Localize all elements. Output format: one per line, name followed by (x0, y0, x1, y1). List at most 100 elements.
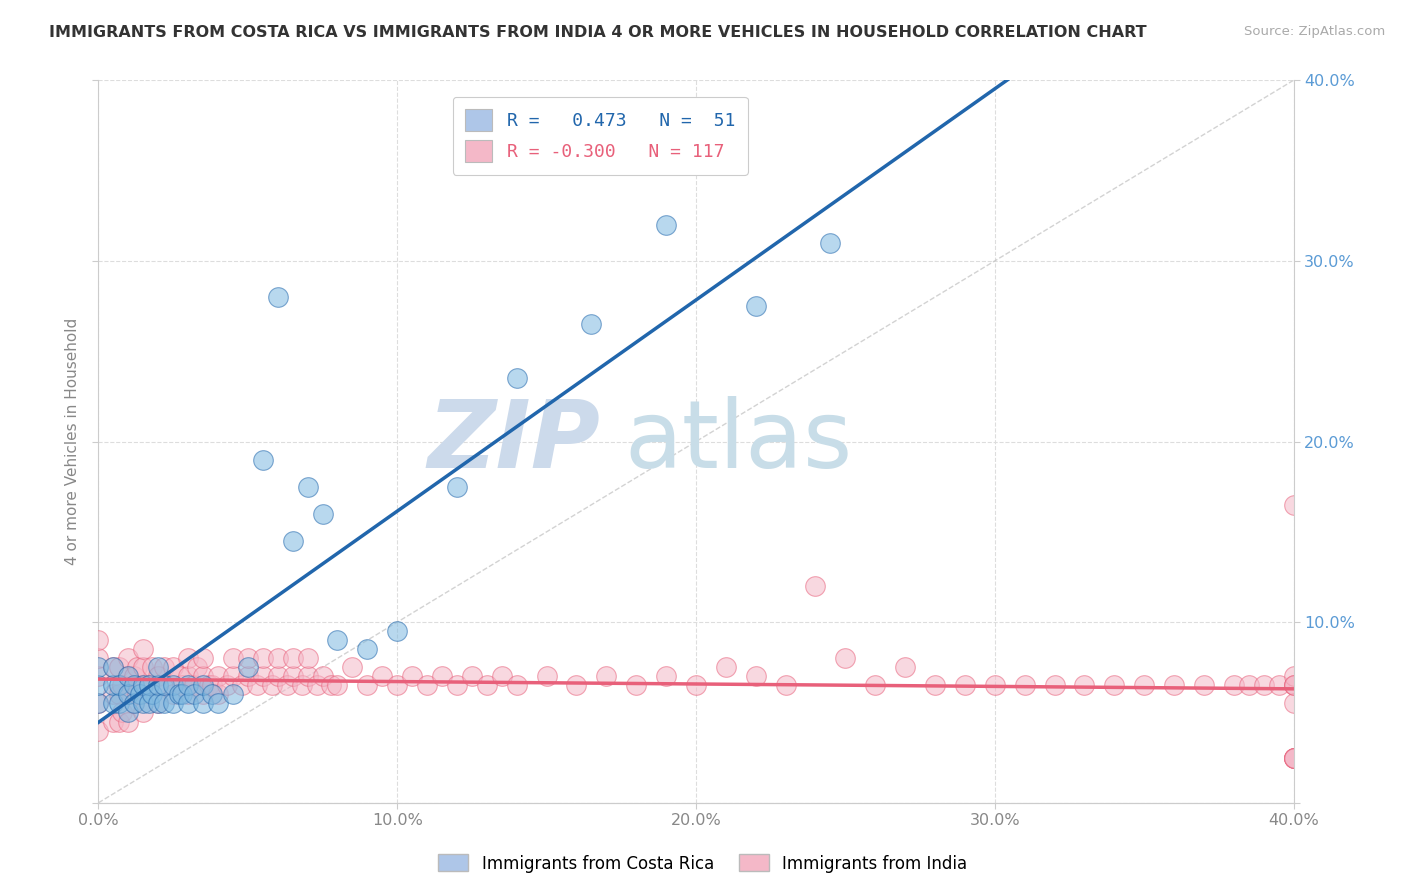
Point (491, 669, 513, 683)
Point (117, 651, 139, 665)
Point (430, 669, 453, 683)
Point (198, 678, 221, 692)
Point (446, 480, 468, 494)
Point (984, 678, 1007, 692)
Point (1253, 678, 1275, 692)
Point (276, 678, 298, 692)
Point (820, 235, 842, 250)
Point (117, 706, 139, 720)
Point (745, 299, 768, 313)
Point (138, 678, 160, 692)
Point (246, 678, 269, 692)
Point (326, 633, 349, 648)
Point (236, 660, 259, 674)
Point (281, 669, 304, 683)
Point (87, 697, 110, 711)
Point (207, 669, 229, 683)
Point (714, 660, 737, 674)
Point (1282, 678, 1305, 692)
Text: Source: ZipAtlas.com: Source: ZipAtlas.com (1244, 25, 1385, 38)
Text: IMMIGRANTS FROM COSTA RICA VS IMMIGRANTS FROM INDIA 4 OR MORE VEHICLES IN HOUSEH: IMMIGRANTS FROM COSTA RICA VS IMMIGRANTS… (49, 25, 1147, 40)
Point (108, 660, 131, 674)
Point (153, 660, 176, 674)
Point (1282, 498, 1305, 512)
Point (124, 697, 146, 711)
Point (148, 697, 170, 711)
Point (311, 669, 333, 683)
Point (103, 687, 125, 701)
Point (177, 697, 200, 711)
Point (1282, 750, 1305, 764)
Point (117, 687, 139, 701)
Point (1104, 678, 1126, 692)
Point (191, 669, 214, 683)
Point (685, 678, 707, 692)
Point (117, 669, 139, 683)
Point (132, 678, 155, 692)
Point (138, 697, 160, 711)
Point (291, 678, 314, 692)
Point (183, 678, 205, 692)
Point (162, 697, 184, 711)
Point (132, 642, 155, 657)
Point (252, 669, 274, 683)
Point (222, 651, 245, 665)
Point (536, 669, 558, 683)
Point (186, 660, 208, 674)
Point (108, 687, 131, 701)
Point (267, 669, 290, 683)
Point (1237, 678, 1260, 692)
Point (1282, 697, 1305, 711)
Point (1282, 678, 1305, 692)
Point (222, 669, 245, 683)
Point (305, 678, 328, 692)
Point (1014, 678, 1036, 692)
Point (108, 697, 131, 711)
Point (297, 651, 319, 665)
Point (356, 678, 378, 692)
Point (215, 678, 238, 692)
Point (153, 678, 176, 692)
Point (446, 678, 468, 692)
Point (1043, 678, 1066, 692)
Point (183, 687, 205, 701)
Point (236, 669, 259, 683)
Point (1133, 678, 1156, 692)
Point (385, 624, 409, 639)
Point (148, 678, 170, 692)
Point (117, 687, 139, 701)
Point (506, 678, 529, 692)
Point (297, 480, 319, 494)
Point (342, 660, 364, 674)
Point (655, 218, 678, 232)
Point (141, 687, 163, 701)
Point (117, 669, 139, 683)
Point (260, 678, 283, 692)
Point (124, 678, 146, 692)
Point (111, 678, 134, 692)
Point (87, 660, 110, 674)
Point (207, 697, 229, 711)
Point (124, 697, 146, 711)
Point (132, 697, 155, 711)
Point (87, 678, 110, 692)
Point (177, 651, 200, 665)
Point (297, 669, 319, 683)
Point (252, 651, 274, 665)
Point (1282, 750, 1305, 764)
Point (626, 678, 648, 692)
Point (311, 507, 333, 521)
Point (252, 452, 274, 467)
Legend: R =   0.473   N =  51, R = -0.300   N = 117: R = 0.473 N = 51, R = -0.300 N = 117 (453, 96, 748, 175)
Point (108, 714, 131, 729)
Point (267, 651, 290, 665)
Point (87, 633, 110, 648)
Point (172, 687, 194, 701)
Point (236, 651, 259, 665)
Point (111, 706, 134, 720)
Point (127, 687, 149, 701)
Point (595, 669, 617, 683)
Point (207, 687, 229, 701)
Point (416, 678, 439, 692)
Point (162, 660, 184, 674)
